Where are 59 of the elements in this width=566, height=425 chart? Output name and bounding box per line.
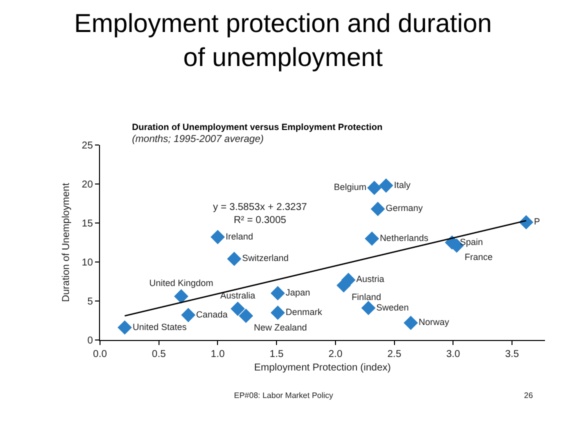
point [227,252,242,266]
point [238,308,254,323]
data-label: Spain [460,236,483,247]
data-label: Denmark [286,306,323,317]
chart-title: Employment protection and duration of unemployment [74,8,492,72]
data-label: New Zealand [254,322,307,332]
y-tick-label: 0 [87,336,94,346]
data-label: Germany [386,203,424,214]
data-label: Ireland [226,231,254,242]
data-label: Sweden [376,302,409,312]
data-label: Italy [394,180,411,190]
y-tick-label: 25 [82,140,94,152]
point [370,202,385,216]
data-label: Australia [220,290,256,301]
data-label: Japan [286,287,310,298]
point [364,231,380,246]
y-tick-label: 10 [82,258,94,268]
point [378,178,394,193]
data-label: United Kingdom [149,278,214,288]
y-tick-label: 5 [87,296,94,308]
point [336,278,351,293]
point [210,230,225,244]
x-tick-label: 2.0 [328,349,343,360]
data-label: Switzerland [242,253,289,264]
x-axis-title: Employment Protection (index) [254,362,391,374]
annotation: y = 3.5853x + 2.3237 R² = 0.3005 [213,202,308,226]
point [270,286,285,300]
data-label: Norway [418,317,450,328]
x-tick-label: 2.5 [387,349,402,360]
annotation: (months; 1995-2007 average) [132,134,264,145]
x-tick-label: 0.5 [152,349,166,360]
data-label: Belgium [334,182,366,192]
data-label: P [534,216,540,226]
y-axis-title: Duration of Unemployment [60,182,72,302]
text: EP#08: Labor Market Policy [234,391,334,400]
x-tick-label: 3.0 [446,349,461,360]
point [230,302,245,316]
point [519,215,534,230]
y-tick-label: 20 [82,180,94,190]
point [118,320,132,335]
data-label: Canada [196,309,228,320]
text: 26 [524,391,534,400]
data-label: France [464,252,493,262]
data-label: Netherlands [380,232,429,243]
data-label: Finland [352,292,382,302]
point [404,316,418,330]
point [367,180,382,196]
x-tick-label: 0.0 [93,349,108,360]
point [174,289,188,304]
data-label: United States [132,322,188,332]
x-tick-label: 1.5 [270,349,284,360]
point [270,306,285,320]
chart-subtitle: Duration of Unemployment versus Employment Protection [132,122,383,132]
point [361,300,376,316]
x-tick-label: 1.0 [210,349,226,360]
x-tick-label: 3.5 [505,349,520,360]
data-label: Austria [356,274,384,284]
point [181,308,196,322]
y-tick-label: 15 [82,218,94,230]
